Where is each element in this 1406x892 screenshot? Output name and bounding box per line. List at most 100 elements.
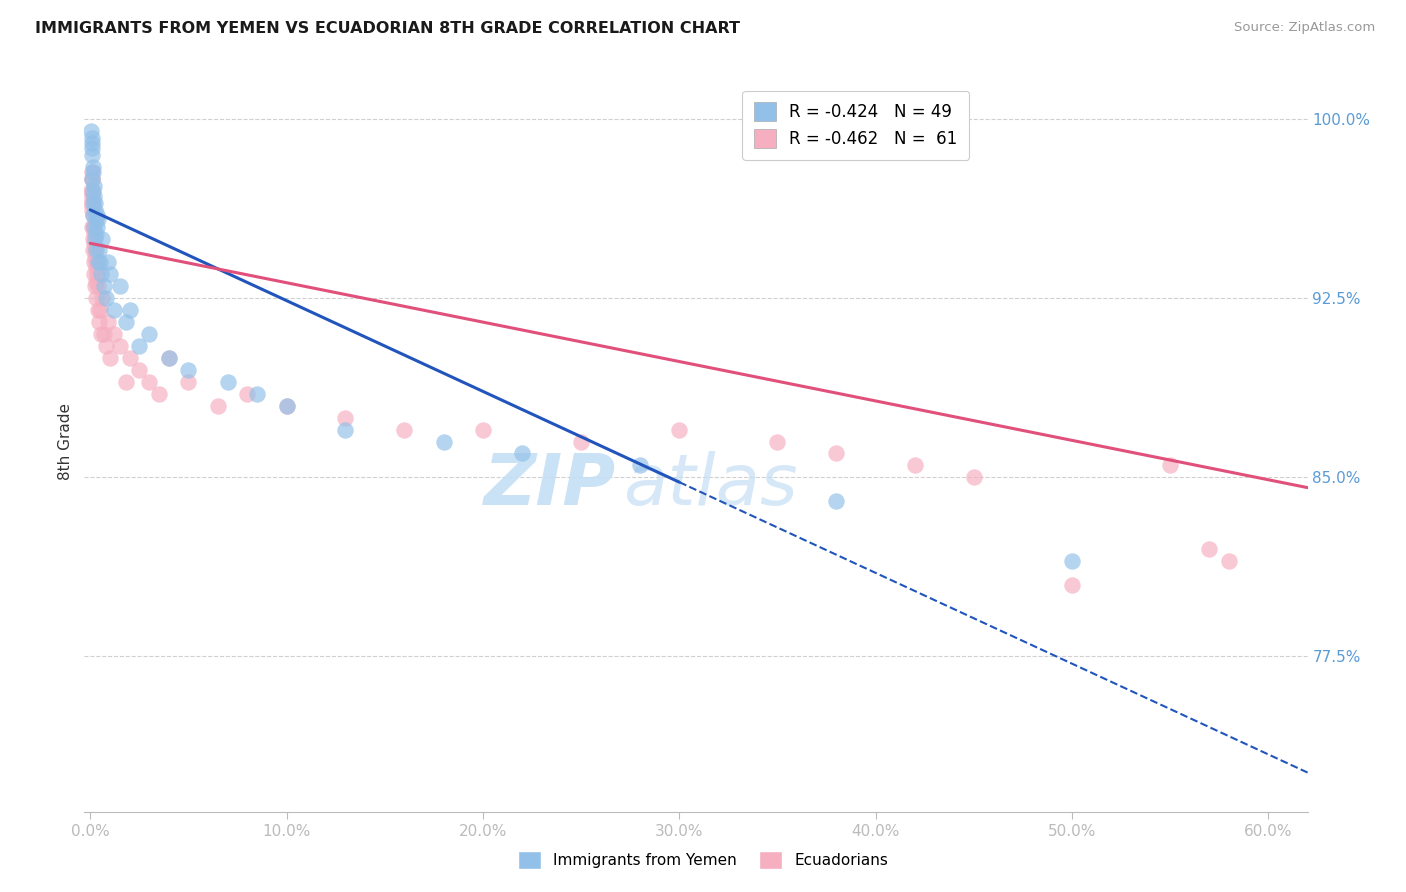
Point xyxy=(87,315,110,329)
Point xyxy=(82,171,104,186)
Point xyxy=(118,303,141,318)
Point xyxy=(82,219,104,234)
Point xyxy=(82,244,104,258)
Point xyxy=(86,268,108,282)
Point xyxy=(98,268,121,282)
Point xyxy=(84,195,107,210)
Point xyxy=(138,327,160,342)
Point xyxy=(80,124,103,138)
Point xyxy=(1218,554,1240,568)
Point xyxy=(1060,554,1083,568)
Point xyxy=(668,423,690,437)
Point xyxy=(94,339,117,353)
Point xyxy=(80,184,103,198)
Point xyxy=(84,279,107,293)
Point xyxy=(128,363,150,377)
Text: atlas: atlas xyxy=(623,451,797,520)
Point xyxy=(148,386,170,401)
Point xyxy=(335,423,357,437)
Point xyxy=(84,260,107,275)
Point xyxy=(82,195,104,210)
Point xyxy=(963,470,986,484)
Point xyxy=(108,339,131,353)
Legend: Immigrants from Yemen, Ecuadorians: Immigrants from Yemen, Ecuadorians xyxy=(512,845,894,875)
Point xyxy=(103,327,125,342)
Point xyxy=(86,208,108,222)
Point xyxy=(90,327,112,342)
Point xyxy=(114,315,136,329)
Point xyxy=(236,386,259,401)
Point xyxy=(83,268,105,282)
Point xyxy=(335,410,357,425)
Point xyxy=(82,184,104,198)
Point xyxy=(569,434,592,449)
Point xyxy=(80,202,103,217)
Point xyxy=(276,399,298,413)
Point xyxy=(103,303,125,318)
Point xyxy=(84,212,107,227)
Point xyxy=(82,164,104,178)
Point xyxy=(83,188,105,202)
Point xyxy=(86,303,108,318)
Point xyxy=(83,179,105,194)
Point xyxy=(82,131,104,145)
Point xyxy=(138,375,160,389)
Point xyxy=(157,351,180,365)
Point xyxy=(83,236,105,251)
Point xyxy=(84,244,107,258)
Point xyxy=(80,171,103,186)
Point xyxy=(177,375,200,389)
Point xyxy=(80,188,103,202)
Point xyxy=(80,184,103,198)
Point xyxy=(90,268,112,282)
Point xyxy=(84,227,107,241)
Point xyxy=(89,255,111,269)
Point xyxy=(91,291,114,305)
Point xyxy=(84,275,107,289)
Point xyxy=(118,351,141,365)
Point xyxy=(97,315,120,329)
Point xyxy=(84,244,107,258)
Point xyxy=(80,195,103,210)
Text: Source: ZipAtlas.com: Source: ZipAtlas.com xyxy=(1234,21,1375,35)
Point xyxy=(1159,458,1181,473)
Point xyxy=(80,148,103,162)
Point xyxy=(83,202,105,217)
Point xyxy=(628,458,651,473)
Point xyxy=(82,164,104,178)
Point xyxy=(825,494,848,508)
Point xyxy=(177,363,200,377)
Legend: R = -0.424   N = 49, R = -0.462   N =  61: R = -0.424 N = 49, R = -0.462 N = 61 xyxy=(742,91,969,160)
Point xyxy=(84,291,107,305)
Point xyxy=(114,375,136,389)
Point xyxy=(108,279,131,293)
Point xyxy=(82,219,104,234)
Point xyxy=(98,351,121,365)
Point xyxy=(93,279,115,293)
Point xyxy=(86,255,108,269)
Point xyxy=(97,255,120,269)
Point xyxy=(87,279,110,293)
Text: IMMIGRANTS FROM YEMEN VS ECUADORIAN 8TH GRADE CORRELATION CHART: IMMIGRANTS FROM YEMEN VS ECUADORIAN 8TH … xyxy=(35,21,740,37)
Point xyxy=(217,375,239,389)
Point xyxy=(82,208,104,222)
Point xyxy=(80,141,103,155)
Point xyxy=(207,399,229,413)
Point xyxy=(82,231,104,245)
Point xyxy=(510,446,533,460)
Point xyxy=(87,212,110,227)
Point xyxy=(246,386,269,401)
Point xyxy=(83,219,105,234)
Point xyxy=(1060,578,1083,592)
Point xyxy=(82,195,104,210)
Point xyxy=(87,244,110,258)
Text: ZIP: ZIP xyxy=(484,451,616,520)
Point xyxy=(471,423,494,437)
Point xyxy=(89,303,111,318)
Point xyxy=(83,255,105,269)
Point xyxy=(94,291,117,305)
Point xyxy=(276,399,298,413)
Point xyxy=(82,208,104,222)
Point xyxy=(1198,541,1220,556)
Point xyxy=(83,227,105,241)
